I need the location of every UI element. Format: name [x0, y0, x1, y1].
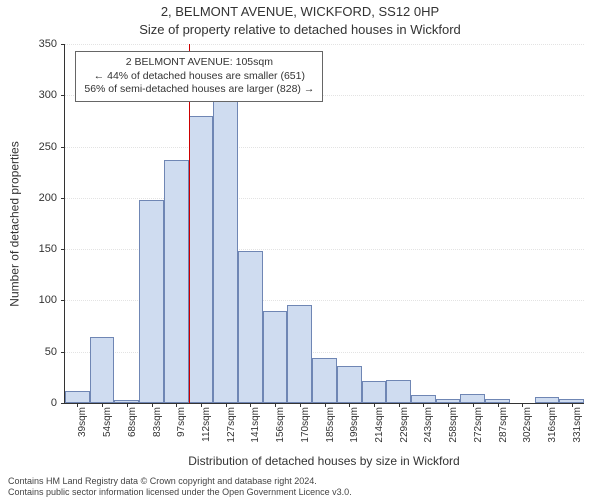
footer-line-2: Contains public sector information licen… — [8, 487, 592, 498]
annotation-box: 2 BELMONT AVENUE: 105sqm ← 44% of detach… — [75, 51, 323, 102]
histogram-bar — [337, 366, 362, 403]
histogram-bar — [287, 305, 312, 403]
gridline — [65, 198, 584, 199]
y-axis-label: Number of detached properties — [8, 44, 22, 404]
annotation-line-1: 2 BELMONT AVENUE: 105sqm — [84, 56, 314, 70]
x-tick-label: 316sqm — [547, 407, 558, 443]
histogram-bar — [65, 391, 90, 403]
x-tick-label: 272sqm — [473, 407, 484, 443]
x-tick-label: 170sqm — [300, 407, 311, 443]
annotation-line-2: ← 44% of detached houses are smaller (65… — [84, 70, 314, 84]
x-tick-label: 156sqm — [275, 407, 286, 443]
chart-subtitle: Size of property relative to detached ho… — [0, 22, 600, 38]
histogram-bar — [460, 394, 485, 403]
histogram-bar — [164, 160, 189, 403]
y-tick-label: 300 — [39, 89, 65, 101]
y-tick-label: 150 — [39, 243, 65, 255]
x-tick-label: 185sqm — [325, 407, 336, 443]
x-tick-label: 243sqm — [423, 407, 434, 443]
gridline — [65, 147, 584, 148]
y-tick-label: 200 — [39, 192, 65, 204]
histogram-bar — [263, 311, 288, 403]
x-tick-label: 214sqm — [374, 407, 385, 443]
footer-line-1: Contains HM Land Registry data © Crown c… — [8, 476, 592, 487]
y-tick-label: 350 — [39, 38, 65, 50]
x-tick-label: 39sqm — [77, 407, 88, 437]
histogram-bar — [386, 380, 411, 403]
x-tick-label: 258sqm — [448, 407, 459, 443]
chart-title: 2, BELMONT AVENUE, WICKFORD, SS12 0HP — [0, 4, 600, 20]
histogram-bar — [411, 395, 436, 403]
y-axis-label-text: Number of detached properties — [8, 141, 22, 306]
histogram-bar — [139, 200, 164, 403]
y-tick-label: 50 — [45, 346, 65, 358]
y-tick-label: 250 — [39, 141, 65, 153]
histogram-bar — [238, 251, 263, 403]
gridline — [65, 44, 584, 45]
x-tick-label: 68sqm — [127, 407, 138, 437]
x-axis-label: Distribution of detached houses by size … — [64, 454, 584, 468]
x-tick-label: 287sqm — [498, 407, 509, 443]
footer: Contains HM Land Registry data © Crown c… — [8, 476, 592, 499]
x-tick-label: 54sqm — [102, 407, 113, 437]
y-tick-label: 0 — [51, 397, 65, 409]
x-tick-label: 83sqm — [152, 407, 163, 437]
x-tick-label: 331sqm — [572, 407, 583, 443]
x-tick-label: 97sqm — [176, 407, 187, 437]
plot-area: 2 BELMONT AVENUE: 105sqm ← 44% of detach… — [64, 44, 584, 404]
x-tick-label: 127sqm — [226, 407, 237, 443]
y-tick-label: 100 — [39, 294, 65, 306]
histogram-bar — [213, 85, 238, 403]
annotation-line-3: 56% of semi-detached houses are larger (… — [84, 83, 314, 97]
x-tick-label: 229sqm — [399, 407, 410, 443]
figure: 2, BELMONT AVENUE, WICKFORD, SS12 0HP Si… — [0, 0, 600, 500]
histogram-bar — [90, 337, 115, 403]
x-tick-label: 199sqm — [349, 407, 360, 443]
histogram-bar — [312, 358, 337, 403]
histogram-bar — [189, 116, 214, 403]
x-tick-label: 112sqm — [201, 407, 212, 442]
histogram-bar — [362, 381, 387, 403]
x-tick-label: 302sqm — [522, 407, 533, 443]
x-tick-label: 141sqm — [250, 407, 261, 443]
